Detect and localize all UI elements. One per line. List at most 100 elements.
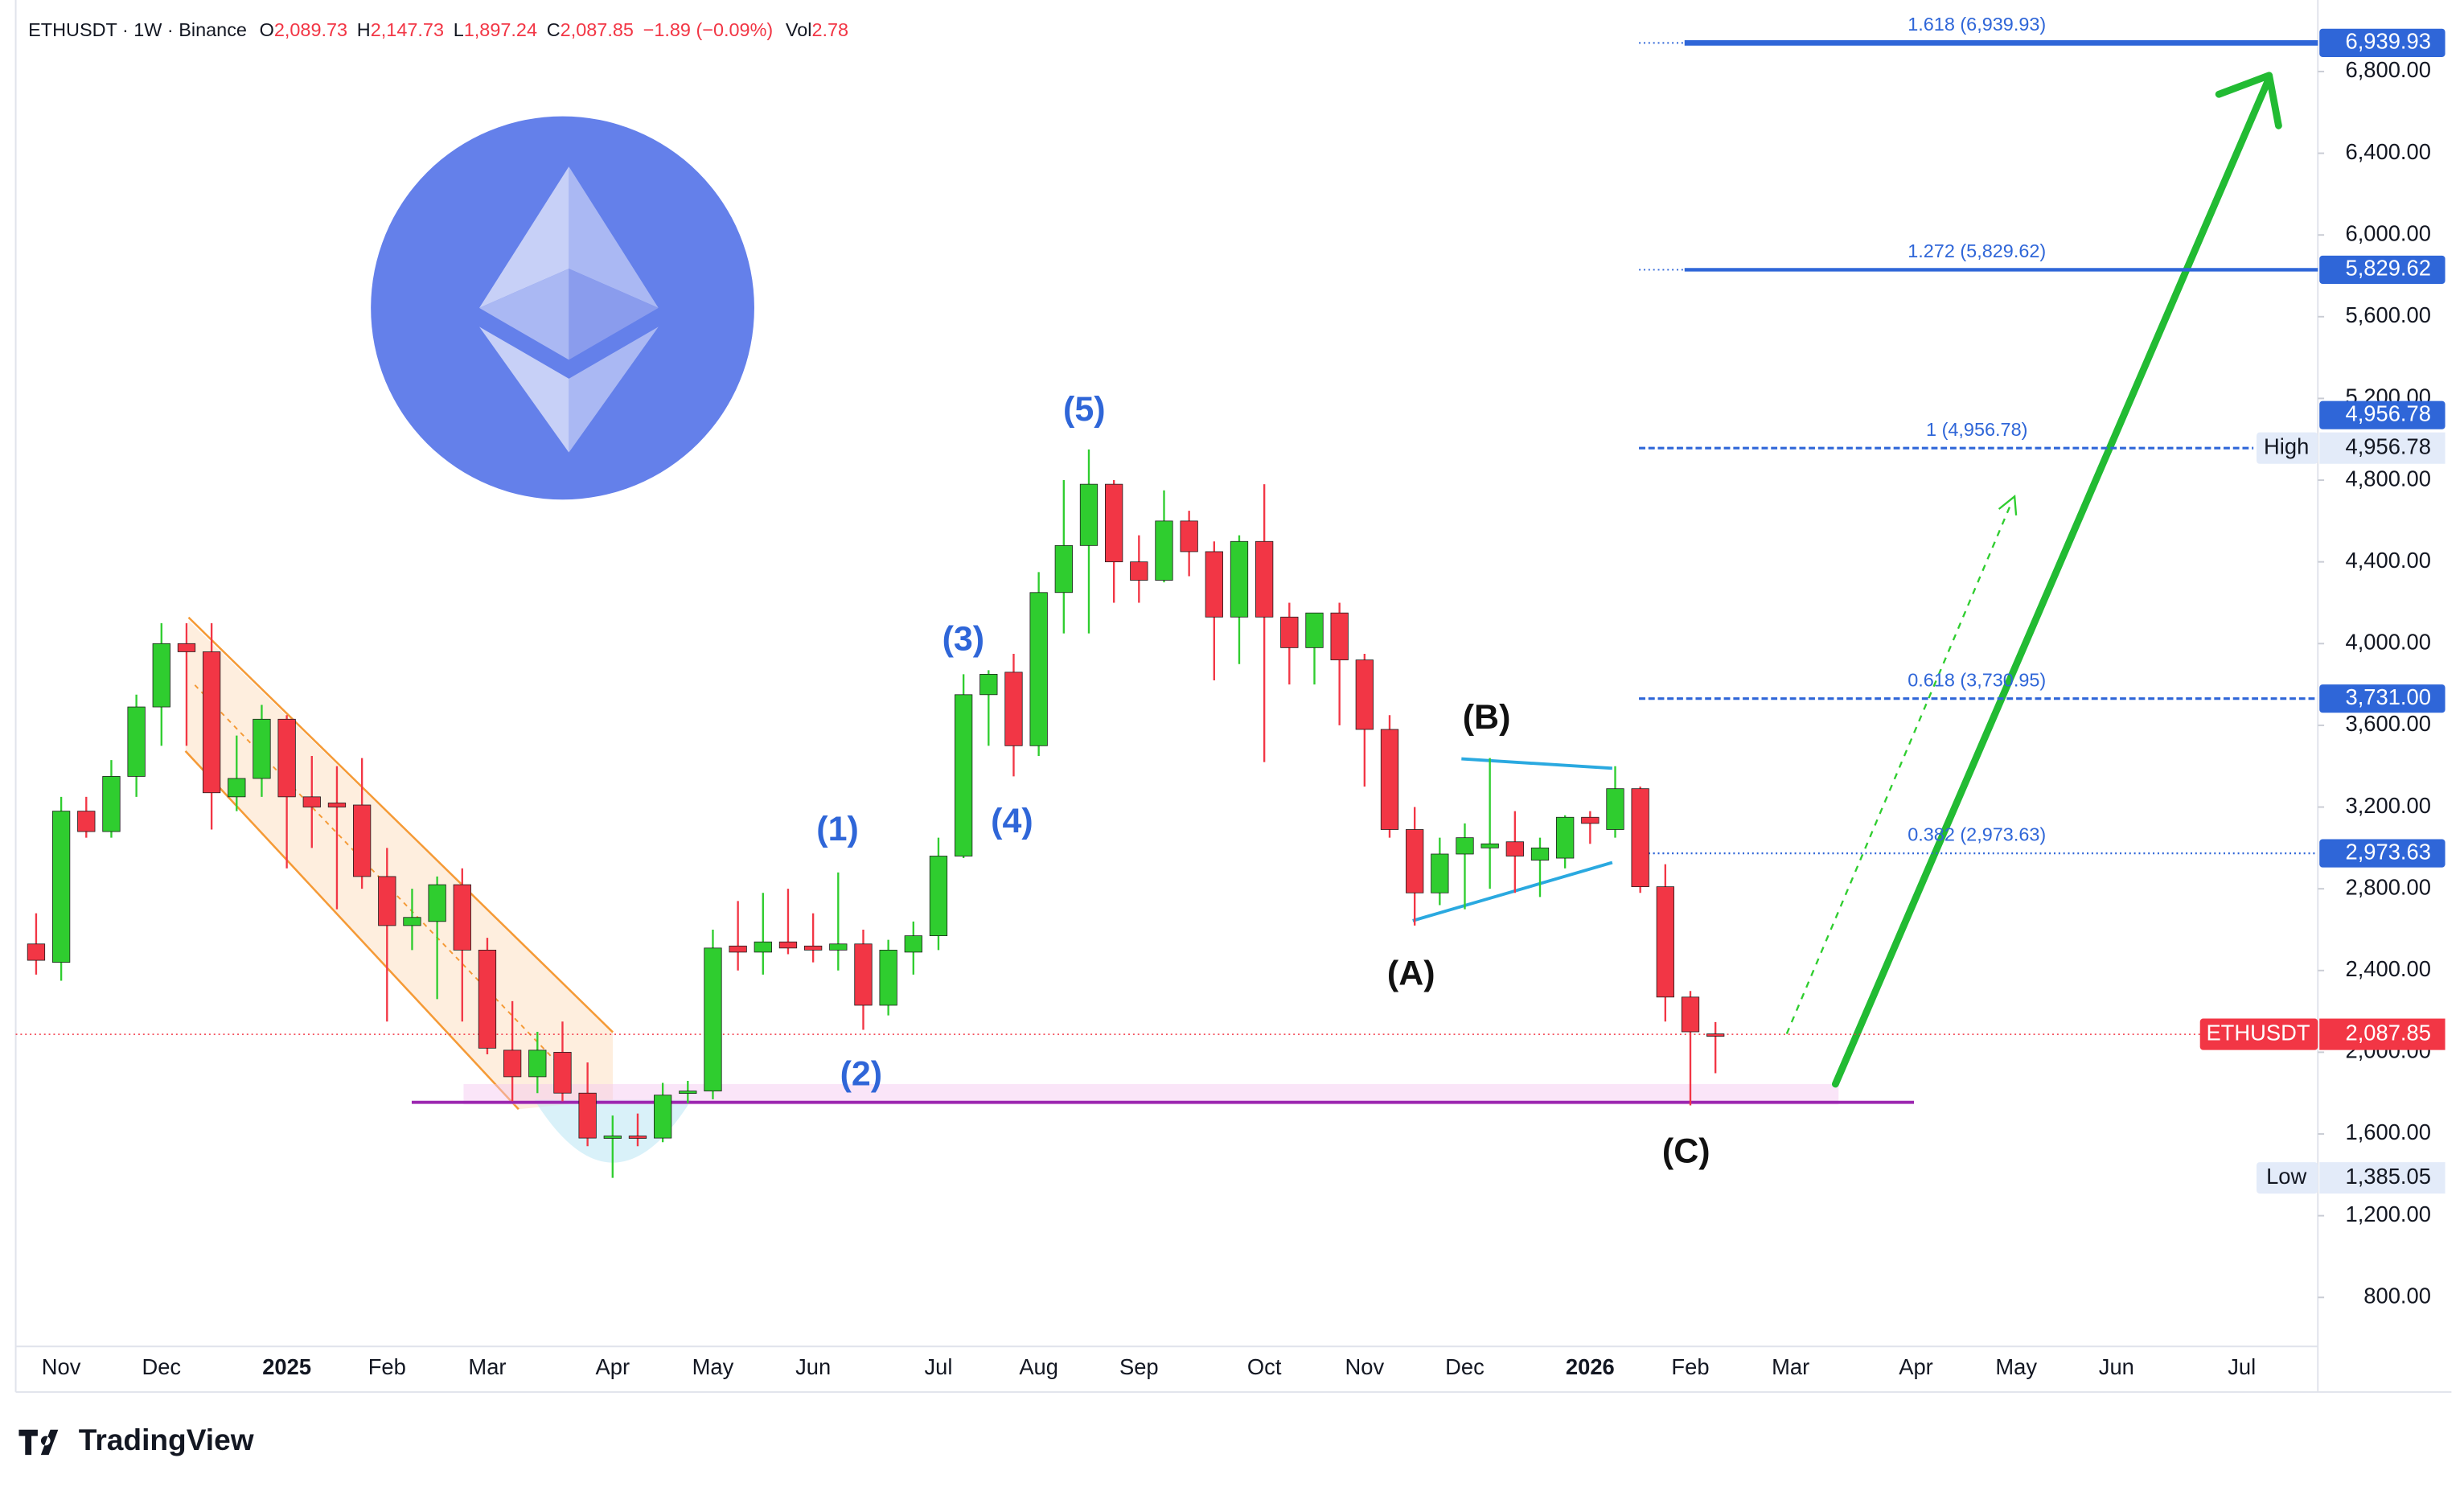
candle-body: [202, 651, 221, 794]
high-label-box: [2257, 432, 2318, 464]
wave-label: (B): [1463, 698, 1511, 737]
y-tick-label: 1,200.00: [2345, 1201, 2430, 1226]
low-value: 1,385.05: [2345, 1164, 2430, 1189]
candle-body: [628, 1136, 647, 1139]
fib-label: 1.272 (5,829.62): [1908, 240, 2046, 261]
ohlc-value: 2,087.85: [561, 19, 634, 40]
x-tick-label: Apr: [1899, 1354, 1933, 1379]
x-tick-label: 2026: [1566, 1354, 1615, 1379]
fib-label: 0.618 (3,730.95): [1908, 669, 2046, 690]
ohlc-label: L: [454, 19, 464, 40]
candle-body: [1681, 996, 1700, 1033]
y-tick-label: 5,600.00: [2345, 302, 2430, 327]
fib-axis-label: 2,973.63: [2345, 839, 2430, 864]
wave-label: (4): [991, 802, 1033, 840]
candle-body: [77, 811, 96, 832]
x-tick-label: Jun: [2099, 1354, 2134, 1379]
eth-logo: [371, 116, 754, 500]
candle-body: [1706, 1033, 1725, 1037]
high-value-box: [2319, 432, 2446, 464]
x-tick-label: Nov: [1345, 1354, 1385, 1379]
x-tick-label: Feb: [1671, 1354, 1709, 1379]
low-value-box: [2319, 1162, 2446, 1194]
candle-body: [955, 694, 973, 856]
candle-body: [1406, 829, 1424, 893]
x-tick-label: Sep: [1119, 1354, 1159, 1379]
candle-body: [1456, 837, 1474, 855]
candle-body: [879, 949, 897, 1006]
fib-axis-label: 5,829.62: [2345, 256, 2430, 281]
candle-body: [904, 935, 922, 953]
projection-arrow-dashed: [1785, 495, 2018, 1034]
wave-label: (5): [1063, 390, 1106, 429]
candle-body: [1631, 788, 1649, 888]
candle-body: [1556, 816, 1575, 859]
candle-body: [478, 949, 497, 1049]
candle-body: [27, 943, 46, 961]
projection-arrow: [1831, 72, 2282, 1088]
high-label: High: [2264, 433, 2309, 458]
fib-axis-label: 4,956.78: [2345, 400, 2430, 425]
candle-body: [277, 718, 296, 798]
candle-body: [503, 1049, 522, 1078]
ohlc-label: H: [357, 19, 371, 40]
wave-label: (3): [942, 619, 985, 658]
candle-body: [302, 796, 321, 807]
volume-label: Vol: [786, 19, 812, 40]
y-tick-label: 3,200.00: [2345, 793, 2430, 818]
candle-body: [453, 884, 471, 951]
candle-body: [228, 778, 246, 798]
candle-body: [829, 943, 848, 951]
candle-body: [1380, 729, 1399, 830]
x-tick-label: Jul: [2228, 1354, 2256, 1379]
candle-body: [778, 941, 798, 949]
candle-body: [327, 803, 347, 807]
candle-body: [1431, 853, 1449, 893]
candle-body: [929, 856, 948, 936]
candle-body: [1656, 886, 1674, 998]
volume-value: 2.78: [811, 19, 848, 40]
candle-body: [253, 718, 271, 779]
fib-axis-box: [2319, 28, 2446, 57]
candle-body: [754, 941, 772, 953]
candle-body: [51, 811, 71, 963]
candle-body: [1054, 544, 1073, 594]
title: ETHUSDT · 1W · Binance: [28, 19, 247, 40]
brand-name: TradingView: [79, 1423, 254, 1456]
candle-body: [1004, 672, 1023, 746]
candle-body: [1180, 520, 1198, 552]
fib-axis-label: 6,939.93: [2345, 29, 2430, 54]
ohlc-value: 2,147.73: [371, 19, 444, 40]
y-tick-label: 6,000.00: [2345, 220, 2430, 245]
x-tick-label: 2025: [262, 1354, 311, 1379]
candle-body: [729, 945, 747, 953]
wave-label: (1): [816, 810, 859, 848]
x-tick-label: Mar: [1772, 1354, 1809, 1379]
low-label: Low: [2266, 1164, 2306, 1189]
y-tick-label: 3,600.00: [2345, 711, 2430, 736]
x-tick-label: Feb: [368, 1354, 406, 1379]
candle-body: [428, 884, 446, 922]
candle-body: [1205, 551, 1223, 618]
ohlc-label: O: [260, 19, 274, 40]
x-tick-label: Jun: [795, 1354, 831, 1379]
low-label-box: [2257, 1162, 2318, 1194]
last-price-box: [2319, 1018, 2446, 1050]
y-tick-label: 2,800.00: [2345, 874, 2430, 899]
high-value: 4,956.78: [2345, 433, 2430, 458]
candle-body: [804, 945, 823, 951]
candle-body: [1029, 592, 1048, 746]
y-tick-label: 4,800.00: [2345, 466, 2430, 491]
candle-body: [528, 1049, 547, 1078]
candle-body: [1130, 561, 1148, 581]
fib-axis-box: [2319, 400, 2446, 429]
x-tick-label: Jul: [924, 1354, 952, 1379]
candle-body: [1480, 843, 1499, 848]
candle-body: [1280, 616, 1299, 648]
fib-label: 1.618 (6,939.93): [1908, 14, 2046, 35]
x-tick-label: May: [1995, 1354, 2037, 1379]
candle-body: [127, 706, 146, 777]
x-tick-label: Nov: [42, 1354, 81, 1379]
